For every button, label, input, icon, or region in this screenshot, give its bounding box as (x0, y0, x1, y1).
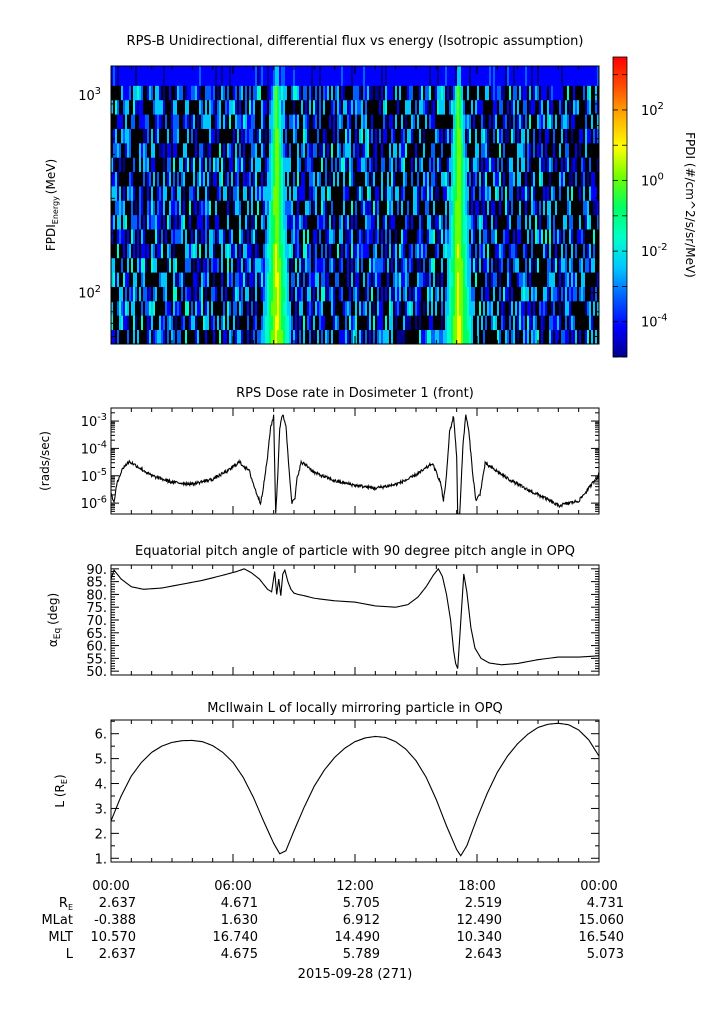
dose-y-tick-label: 10-6 (81, 494, 107, 512)
spectrogram-cells (111, 66, 599, 344)
dose-y-tick-label: 10-3 (81, 412, 107, 430)
dose-y-tick-label-exp: -5 (97, 467, 107, 478)
spectrogram-y-tick-label: 103 (78, 86, 101, 104)
dose-y-tick-label-exp: -3 (97, 412, 107, 423)
spectrogram-y-tick-label-base: 10 (78, 287, 95, 302)
pitch-panel: Equatorial pitch angle of particle with … (46, 544, 599, 680)
dose-x-ticks (111, 408, 599, 514)
dose-y-tick-label-base: 10 (81, 415, 98, 430)
spectrogram-y-label-main: FPDI (44, 224, 58, 251)
dose-rate-line (111, 415, 599, 516)
dose-y-tick-label-base: 10 (81, 497, 98, 512)
colorbar-tick-exp: 0 (658, 172, 664, 183)
dose-y-tick-label: 10-5 (81, 467, 107, 485)
pitch-frame (111, 565, 599, 675)
dose-y-tick-label-exp: -6 (97, 494, 107, 505)
colorbar-tick-base: 10 (641, 175, 658, 190)
pitch-title: Equatorial pitch angle of particle with … (135, 544, 575, 559)
spectrogram-y-tick-label-exp: 2 (95, 284, 101, 295)
dose-title: RPS Dose rate in Dosimeter 1 (front) (236, 386, 474, 401)
dose-panel: RPS Dose rate in Dosimeter 1 (front) 10-… (38, 386, 599, 515)
spectrogram-y-label-sub: Energy (51, 196, 60, 224)
spectrogram-y-tick-label-base: 10 (78, 89, 95, 104)
dose-frame (111, 408, 599, 514)
colorbar-tick-label: 102 (641, 101, 664, 119)
dose-y-tick-label-base: 10 (81, 442, 98, 457)
colorbar-tick-base: 10 (641, 245, 658, 260)
dose-y-label: (rads/sec) (38, 431, 52, 491)
colorbar (613, 57, 627, 357)
spectrogram-y-label-unit: (MeV) (44, 159, 58, 194)
colorbar-tick-label: 100 (641, 172, 664, 190)
pitch-angle-line (111, 569, 599, 669)
colorbar-tick-exp: -4 (658, 313, 668, 324)
colorbar-tick-exp: -2 (658, 242, 668, 253)
dose-y-tick-label-exp: -4 (97, 440, 107, 451)
colorbar-tick-base: 10 (641, 316, 658, 331)
dose-y-ticks: 10-610-510-410-3 (81, 408, 599, 514)
spectrogram-panel: RPS-B Unidirectional, differential flux … (44, 34, 697, 357)
spectrogram-title: RPS-B Unidirectional, differential flux … (127, 34, 584, 49)
dose-y-tick-label: 10-4 (81, 440, 107, 458)
colorbar-tick-base: 10 (641, 104, 658, 119)
colorbar-tick-label: 10-2 (641, 242, 668, 260)
dose-y-tick-label-base: 10 (81, 470, 98, 485)
colorbar-tick-exp: 2 (658, 101, 664, 112)
spectrogram-y-tick-label-exp: 3 (95, 86, 101, 97)
spectrogram-y-tick-label: 102 (78, 284, 101, 302)
spectrogram-y-label: FPDIEnergy (MeV) (44, 159, 60, 251)
colorbar-label: FPDI (#/cm^2/s/sr/MeV) (683, 132, 697, 278)
colorbar-tick-label: 10-4 (641, 313, 668, 331)
